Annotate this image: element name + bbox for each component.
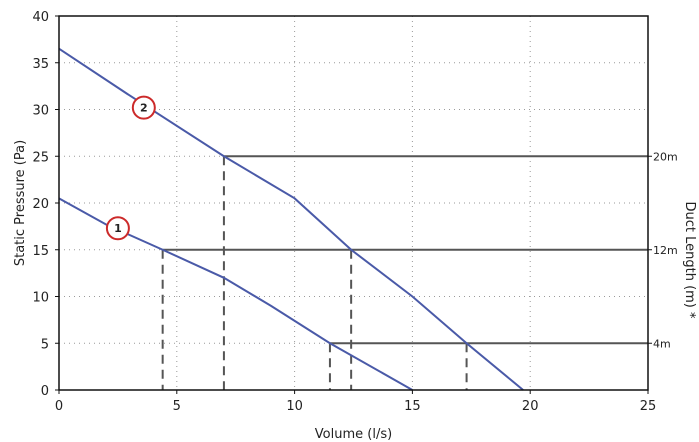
duct-length-labels: 20m 12m 4m bbox=[648, 150, 678, 350]
y-tick-labels: 0 5 10 15 20 25 30 35 40 bbox=[32, 10, 59, 399]
y-tick-label: 25 bbox=[32, 150, 49, 165]
y-tick-label: 30 bbox=[32, 104, 49, 119]
drop-lines bbox=[161, 156, 468, 390]
x-tick-label: 0 bbox=[55, 399, 63, 414]
y-tick-label: 35 bbox=[32, 57, 49, 72]
x-tick-label: 20 bbox=[522, 399, 539, 414]
series-line-1 bbox=[58, 197, 413, 391]
duct-length-label: 20m bbox=[653, 150, 678, 163]
x-tick-label: 15 bbox=[404, 399, 421, 414]
y-tick-label: 40 bbox=[32, 10, 49, 25]
series-marker-label-1: 1 bbox=[114, 222, 122, 235]
y-tick-label: 10 bbox=[32, 291, 49, 306]
x-tick-labels: 0 5 10 15 20 25 bbox=[55, 390, 656, 414]
x-tick-label: 10 bbox=[286, 399, 303, 414]
y-axis-title: Static Pressure (Pa) bbox=[13, 140, 28, 266]
series-line-2 bbox=[58, 47, 524, 391]
grid bbox=[59, 16, 648, 390]
duct-length-label: 4m bbox=[653, 337, 671, 350]
x-tick-label: 25 bbox=[640, 399, 657, 414]
y-tick-label: 20 bbox=[32, 197, 49, 212]
duct-length-label: 12m bbox=[653, 244, 678, 257]
x-tick-label: 5 bbox=[173, 399, 181, 414]
series-marker-1 bbox=[105, 216, 130, 241]
series-lines bbox=[58, 47, 524, 391]
y-tick-label: 5 bbox=[41, 337, 49, 352]
y-tick-label: 15 bbox=[32, 244, 49, 259]
y-tick-label: 0 bbox=[41, 384, 49, 399]
series-markers: 12 bbox=[105, 95, 156, 241]
series-marker-label-2: 2 bbox=[140, 102, 148, 115]
right-axis-title: Duct Length (m) * bbox=[682, 201, 697, 319]
x-axis-title: Volume (l/s) bbox=[315, 427, 392, 442]
duct-length-lines bbox=[162, 155, 648, 345]
series-marker-2 bbox=[131, 95, 156, 120]
